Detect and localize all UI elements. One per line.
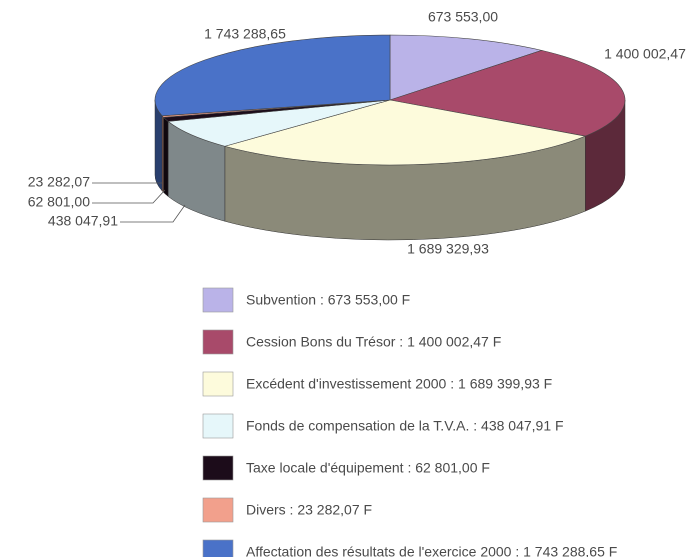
legend-label: Divers : 23 282,07 F xyxy=(246,502,372,518)
data-label: 62 801,00 xyxy=(28,194,90,210)
slice xyxy=(167,99,391,147)
legend-swatch xyxy=(202,497,234,523)
legend-label: Excédent d'investissement 2000 : 1 689 3… xyxy=(246,376,552,392)
legend-label: Affectation des résultats de l'exercice … xyxy=(246,544,617,557)
legend-swatch xyxy=(202,539,234,557)
legend-swatch xyxy=(202,287,234,313)
slice-side xyxy=(163,116,169,197)
leader-line xyxy=(120,204,186,223)
data-label: 1 743 288,65 xyxy=(204,26,286,42)
legend-swatch xyxy=(202,329,234,355)
legend-swatch xyxy=(202,455,234,481)
slice xyxy=(223,99,587,166)
slice xyxy=(154,34,391,117)
data-label: 438 047,91 xyxy=(48,213,118,229)
slice xyxy=(389,34,543,101)
legend-label: Cession Bons du Trésor : 1 400 002,47 F xyxy=(246,334,501,350)
legend-label: Fonds de compensation de la T.V.A. : 438… xyxy=(246,418,564,434)
legend-swatch xyxy=(202,413,234,439)
slice xyxy=(389,50,626,137)
data-label: 23 282,07 xyxy=(28,174,90,190)
leader-line xyxy=(92,189,166,204)
legend-label: Subvention : 673 553,00 F xyxy=(246,292,410,308)
legend-label: Taxe locale d'équipement : 62 801,00 F xyxy=(246,460,490,476)
legend-swatch xyxy=(202,371,234,397)
data-label: 1 400 002,47 xyxy=(604,46,686,62)
data-label: 673 553,00 xyxy=(428,9,498,25)
data-label: 1 689 329,93 xyxy=(407,241,489,257)
